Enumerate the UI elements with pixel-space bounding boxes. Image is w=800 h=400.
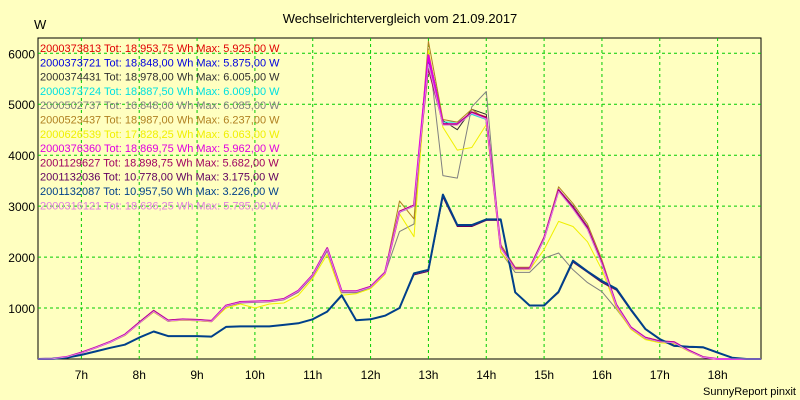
plot-area: 1000 2000 3000 4000 5000 6000 7h 8h 9h 10h 11h 12h… [8, 37, 762, 382]
x-tick-label: 11h [303, 368, 322, 382]
grid-lines [38, 38, 761, 359]
y-axis-unit-label: W [34, 17, 47, 32]
x-axis-ticks: 7h 8h 9h 10h 11h 12h 13h 14h 15h 16h 17h 18h [75, 368, 728, 382]
x-tick-label: 15h [534, 368, 554, 382]
x-tick-label: 10h [245, 368, 265, 382]
series-line-2000316121 [37, 63, 761, 360]
legend-entry: 2001132036 Tot: 10.778,00 Wh Max: 3.175,… [40, 172, 279, 184]
legend-entry: 2000373813 Tot: 18.953,75 Wh Max: 5.925,… [40, 43, 280, 55]
plot-frame [37, 37, 762, 360]
x-tick-label: 18h [708, 368, 728, 382]
legend-entry: 2001129627 Tot: 18.898,75 Wh Max: 5.682,… [40, 157, 279, 169]
legend-entry: 2000523437 Tot: 18.987,00 Wh Max: 6.237,… [40, 115, 280, 127]
x-tick-label: 17h [650, 368, 670, 382]
legend-entry: 2000373721 Tot: 18.848,00 Wh Max: 5.875,… [40, 57, 280, 69]
legend-entry: 2000316121 Tot: 18.636,25 Wh Max: 5.785,… [40, 200, 280, 212]
legend-entry: 2000374431 Tot: 18.978,00 Wh Max: 6.005,… [40, 72, 280, 84]
y-tick-label: 2000 [8, 251, 35, 265]
legend-entry: 2000376360 Tot: 18.869,75 Wh Max: 5.962,… [40, 143, 280, 155]
series-lines [37, 40, 761, 360]
y-tick-label: 3000 [8, 200, 35, 214]
x-tick-label: 12h [361, 368, 381, 382]
x-tick-label: 16h [592, 368, 612, 382]
x-tick-label: 8h [133, 368, 146, 382]
x-tick-label: 13h [418, 368, 438, 382]
y-axis-ticks: 1000 2000 3000 4000 5000 6000 [8, 47, 35, 316]
legend-entry: 2001132087 Tot: 10.957,50 Wh Max: 3.226,… [40, 186, 279, 198]
legend-entry: 2000502737 Tot: 16.848,00 Wh Max: 6.085,… [40, 100, 280, 112]
footer-credit: SunnyReport pinxit [703, 386, 796, 398]
legend-entry: 2000373724 Tot: 18.887,50 Wh Max: 6.009,… [40, 86, 280, 98]
legend: 2000373813 Tot: 18.953,75 Wh Max: 5.925,… [40, 43, 280, 212]
y-tick-label: 5000 [8, 98, 35, 112]
x-tick-label: 14h [476, 368, 496, 382]
legend-entry: 2000626539 Tot: 17.828,25 Wh Max: 6.063,… [40, 129, 280, 141]
y-tick-label: 6000 [8, 47, 35, 61]
x-tick-label: 9h [190, 368, 203, 382]
y-tick-label: 1000 [8, 302, 35, 316]
chart-title: Wechselrichtervergleich vom 21.09.2017 [283, 11, 518, 26]
y-tick-label: 4000 [8, 149, 35, 163]
x-tick-label: 7h [75, 368, 88, 382]
series-line-2001132087 [37, 193, 761, 360]
